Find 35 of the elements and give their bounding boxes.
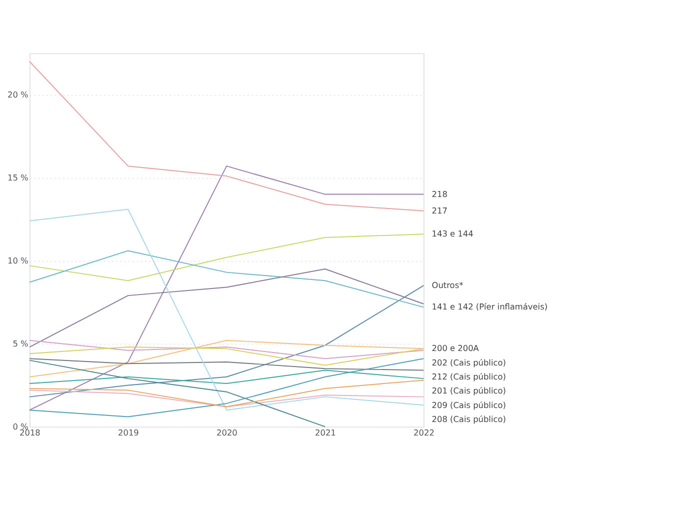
x-tick-label: 2021	[315, 427, 336, 438]
line-series	[29, 250, 424, 308]
line-series	[29, 346, 424, 366]
line-series	[29, 285, 424, 398]
y-tick-label: 20 %	[8, 90, 29, 100]
series-label: 218	[432, 188, 448, 199]
line-series	[29, 390, 424, 408]
line-series	[29, 61, 424, 212]
series-label: 212 (Cais público)	[432, 372, 506, 382]
series-label: Outros*	[432, 280, 464, 290]
series-label: 143 e 144	[432, 228, 474, 239]
series-label: 200 e 200A	[432, 343, 480, 354]
line-series	[29, 340, 424, 360]
series-label: 208 (Cais público)	[432, 414, 506, 424]
line-series	[29, 358, 424, 418]
series-label: 209 (Cais público)	[432, 400, 506, 410]
line-series	[29, 208, 424, 411]
x-tick-label: 2022	[414, 427, 434, 438]
line-series	[29, 340, 424, 378]
x-tick-label: 2019	[118, 427, 139, 438]
series-label: 141 e 142 (Píer inflamáveis)	[432, 302, 548, 312]
series-label: 202 (Cais público)	[432, 357, 506, 368]
series-label: 201 (Cais público)	[432, 386, 506, 396]
line-series	[29, 166, 424, 411]
line-series	[29, 268, 424, 348]
series-label: 217	[432, 205, 448, 216]
line-series	[29, 358, 424, 371]
line-series	[29, 370, 424, 384]
y-tick-label: 15 %	[8, 172, 29, 183]
x-tick-label: 2020	[216, 427, 238, 438]
y-tick-label: 5 %	[12, 338, 29, 349]
line-series	[29, 234, 424, 282]
line-series	[29, 360, 326, 428]
y-tick-label: 10 %	[8, 256, 29, 266]
line-series	[29, 380, 424, 408]
